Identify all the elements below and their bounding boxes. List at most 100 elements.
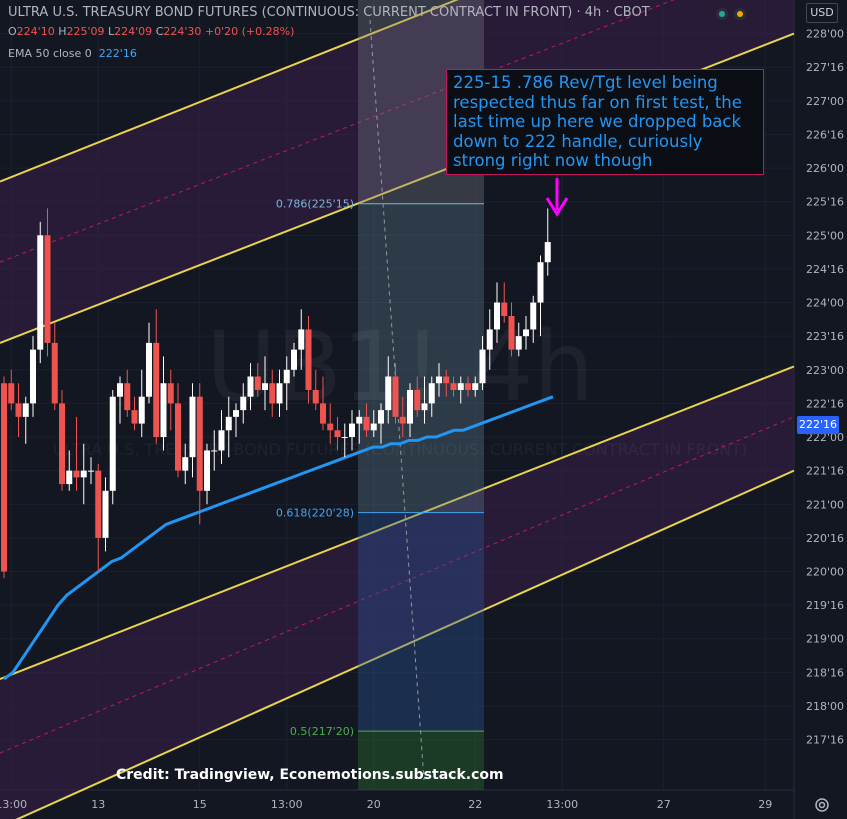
candle-body [479, 349, 486, 384]
candle-body [428, 383, 435, 404]
price-tick-label: 224'00 [806, 297, 844, 310]
candle-body [443, 376, 450, 384]
candle-body [399, 416, 406, 424]
lower-channel-fill [0, 366, 794, 819]
candle-body [175, 403, 181, 471]
gear-icon[interactable] [813, 796, 831, 814]
candle-body [88, 470, 94, 472]
high-value: 225'09 [66, 25, 105, 38]
price-tick-label: 218'00 [806, 700, 844, 713]
ohlc-readout: O224'10 H225'09 L224'09 C224'30 +0'20 (+… [8, 25, 295, 38]
time-tick-label: 29 [758, 798, 772, 811]
trend-dashed-line [369, 19, 425, 781]
candle-body [22, 403, 29, 417]
candle-body [66, 470, 73, 485]
candle-body [225, 416, 232, 431]
candle-body [117, 383, 123, 397]
candle-body [392, 376, 399, 417]
price-tick-label: 228'00 [806, 28, 844, 41]
fib-zone-low [358, 512, 484, 732]
time-tick-label: 13:00 [546, 798, 578, 811]
candle-body [537, 262, 544, 303]
candle-body [160, 383, 167, 438]
credit-text: Credit: Tradingview, Econemotions.substa… [116, 767, 504, 783]
candle-body [218, 430, 225, 451]
annotation-box[interactable]: 225-15 .786 Rev/Tgt level being respecte… [446, 69, 764, 175]
candle-body [37, 235, 44, 350]
price-axis-panel [794, 0, 847, 819]
chart-header: ULTRA U.S. TREASURY BOND FUTURES (CONTIN… [8, 5, 650, 20]
close-value: 224'30 [163, 25, 202, 38]
candle-body [530, 302, 537, 330]
candle-body [356, 416, 363, 424]
candle-body [312, 389, 319, 404]
price-tick-label: 225'00 [806, 229, 844, 242]
price-tick-label: 226'16 [806, 128, 844, 141]
candle-body [544, 242, 551, 263]
lower-channel-top-line [0, 365, 795, 680]
candle-body [153, 342, 160, 438]
time-tick-label: 13 [91, 798, 105, 811]
candle-body [196, 396, 203, 491]
candle-body [291, 349, 297, 370]
price-tick-label: 226'00 [806, 162, 844, 175]
price-tick-label: 218'16 [806, 666, 844, 679]
ema-legend[interactable]: EMA 50 close 0 222'16 [8, 47, 137, 60]
price-tick-label: 227'00 [806, 95, 844, 108]
candle-body [320, 403, 326, 424]
candle-body [146, 342, 152, 397]
candle-body [131, 410, 138, 424]
candle-body [363, 416, 370, 431]
candle-body [334, 430, 341, 438]
time-tick-label: 27 [657, 798, 671, 811]
candle-body [269, 383, 276, 404]
candle-body [138, 396, 145, 424]
candle-body [370, 423, 377, 431]
price-tick-label: 220'00 [806, 565, 844, 578]
candle-body [494, 302, 500, 330]
arrow-head [545, 197, 569, 217]
candle-body [254, 376, 261, 390]
candle-body [167, 383, 174, 404]
candle-body [1, 383, 7, 572]
candle-body [508, 316, 515, 350]
candle-body [44, 235, 51, 343]
time-tick-label: 20 [367, 798, 381, 811]
candle-body [95, 470, 102, 538]
candle-body [486, 329, 493, 350]
price-tick-label: 219'00 [806, 633, 844, 646]
candle-body [51, 342, 58, 404]
price-tick-label: 217'16 [806, 734, 844, 747]
candle-body [327, 423, 334, 431]
header-status-icons[interactable] [712, 6, 758, 22]
exchange-label: CBOT [613, 5, 650, 20]
candle-body [182, 457, 189, 471]
candle-body [15, 403, 22, 417]
candle-body [298, 329, 305, 350]
candle-body [189, 396, 196, 458]
price-tick-label: 225'16 [806, 196, 844, 209]
price-tick-label: 224'16 [806, 263, 844, 276]
time-tick-label: 13:00 [0, 798, 27, 811]
price-tick-label: 227'16 [806, 61, 844, 74]
ema-value: 222'16 [98, 47, 137, 60]
symbol-title[interactable]: ULTRA U.S. TREASURY BOND FUTURES (CONTIN… [8, 5, 573, 20]
candle-body [283, 369, 290, 384]
ema-label: EMA 50 close 0 [8, 47, 92, 60]
price-tick-label: 223'00 [806, 364, 844, 377]
fib-level-label: 0.5(217'20) [290, 725, 354, 738]
candle-body [436, 376, 442, 384]
candle-body [124, 383, 131, 411]
open-value: 224'10 [16, 25, 55, 38]
candle-body [457, 383, 464, 390]
price-tick-label: 223'16 [806, 330, 844, 343]
candle-body [378, 410, 384, 424]
upper-channel-mid-line [0, 0, 675, 263]
candle-body [472, 383, 479, 390]
change-value: +0'20 (+0.28%) [204, 25, 295, 38]
price-tick-label: 221'16 [806, 465, 844, 478]
interval-label[interactable]: 4h [584, 5, 602, 20]
upper-channel-top-line [0, 0, 459, 183]
time-tick-label: 15 [193, 798, 207, 811]
currency-button[interactable]: USD [806, 3, 838, 23]
